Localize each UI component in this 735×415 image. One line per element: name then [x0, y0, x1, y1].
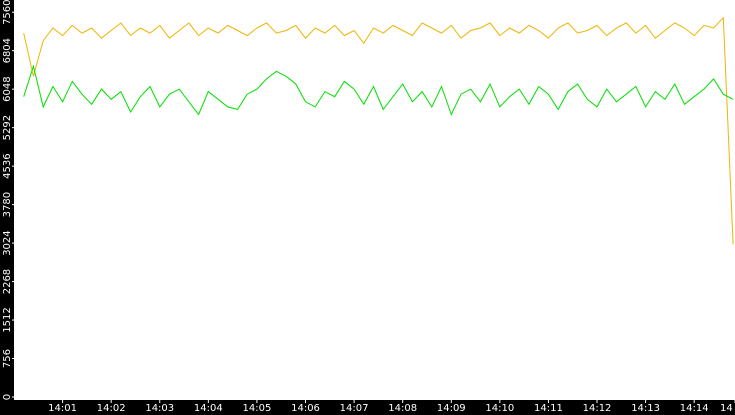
series-line: [23, 16, 734, 245]
y-tick-label: 0: [2, 394, 13, 400]
y-tick-label: 7560: [2, 0, 13, 25]
y-tick-label: 4536: [2, 153, 13, 178]
y-tick-label: 756: [2, 349, 13, 368]
x-tick-label: 14:09: [437, 403, 466, 414]
x-tick-label: 14:14: [680, 403, 709, 414]
y-tick-label: 3024: [2, 230, 13, 255]
y-tick-label: 6048: [2, 76, 13, 101]
x-tick-label: 14:02: [97, 403, 126, 414]
x-tick-label: 14:03: [145, 403, 174, 414]
x-tick-label: 14:06: [291, 403, 320, 414]
x-tick-label: 14:05: [243, 403, 272, 414]
x-tick-label: 14:01: [48, 403, 77, 414]
x-tick-label: 14:11: [534, 403, 563, 414]
x-tick-label: 14: [720, 403, 733, 414]
y-tick-label: 5292: [2, 115, 13, 140]
x-tick-label: 14:07: [340, 403, 369, 414]
series-line: [23, 64, 734, 116]
plot-area: [14, 0, 735, 400]
x-tick-label: 14:08: [388, 403, 417, 414]
x-tick-label: 14:10: [485, 403, 514, 414]
x-tick-label: 14:13: [631, 403, 660, 414]
y-tick-label: 6804: [2, 38, 13, 63]
x-tick-label: 14:12: [583, 403, 612, 414]
y-tick-label: 2268: [2, 269, 13, 294]
y-tick-label: 1512: [2, 307, 13, 332]
x-tick-label: 14:04: [194, 403, 223, 414]
y-tick-label: 3780: [2, 192, 13, 217]
